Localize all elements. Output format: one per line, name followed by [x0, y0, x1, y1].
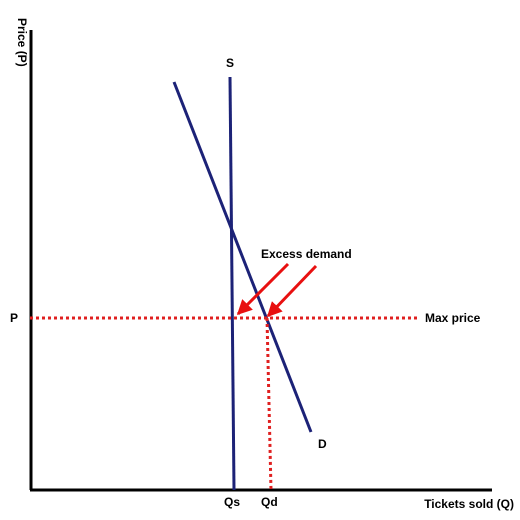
- price-label: P: [10, 311, 18, 325]
- y-axis-label: Price (P): [15, 18, 29, 67]
- excess-demand-arrow-right: [266, 264, 318, 318]
- supply-curve: [228, 76, 236, 491]
- qs-label: Qs: [224, 495, 240, 509]
- x-axis-label: Tickets sold (Q): [424, 497, 514, 511]
- max-price-label: Max price: [425, 311, 481, 325]
- demand-curve: [172, 81, 313, 433]
- excess-demand-arrow-left: [236, 262, 290, 316]
- excess-demand-label: Excess demand: [261, 247, 352, 261]
- demand-label: D: [318, 437, 327, 451]
- qd-dotted-line: [265, 317, 273, 491]
- qd-label: Qd: [261, 495, 278, 509]
- supply-label: S: [226, 56, 234, 70]
